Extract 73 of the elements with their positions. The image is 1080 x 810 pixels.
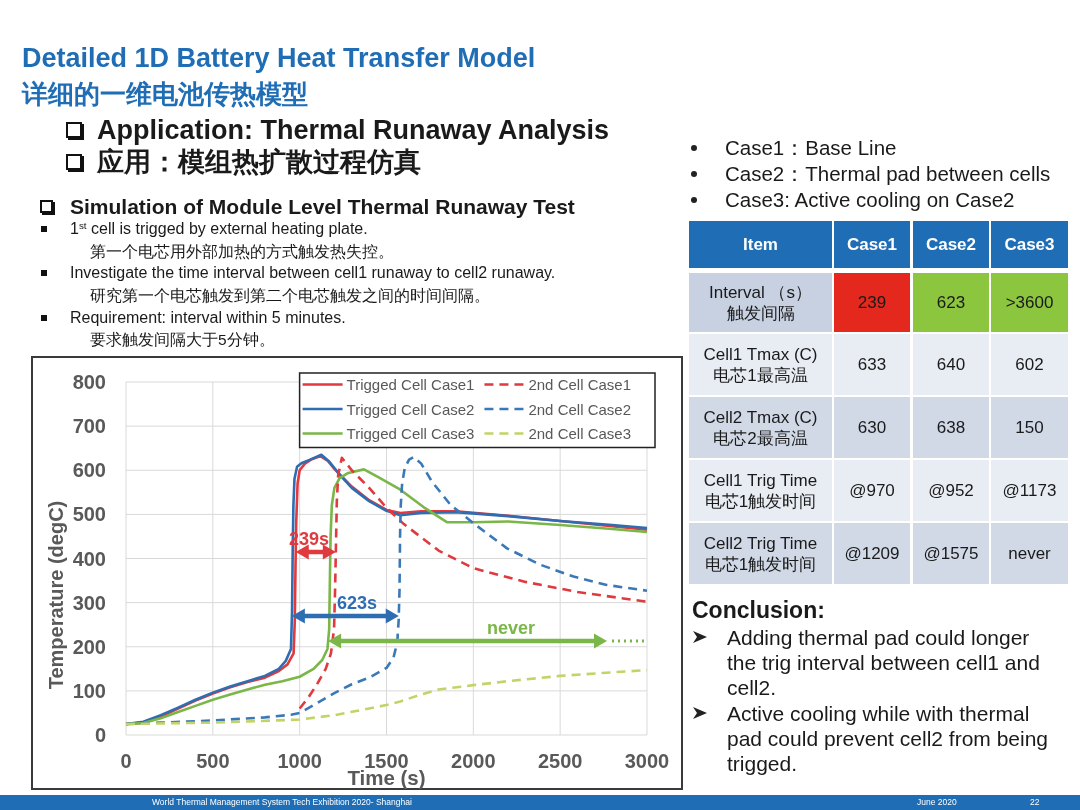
text: Cell1 Trig Time	[703, 469, 818, 491]
text: Detailed 1D Battery Heat Transfer Model	[22, 42, 536, 76]
legend-label: 2nd Cell Case2	[528, 400, 631, 418]
text: 要求触发间隔大于5分钟。	[90, 330, 275, 350]
text: Cell2 Tmax (C)	[703, 406, 818, 428]
x-tick-label: 0	[120, 750, 132, 772]
text: Case1：Base Line	[725, 135, 897, 161]
x-tick-label: 500	[196, 750, 230, 772]
text: 电芯1最高温	[713, 364, 808, 386]
text: June 2020	[917, 797, 957, 808]
text: 研究第一个电芯触发到第二个电芯触发之间的时间间隔。	[90, 286, 490, 306]
text: Interval （s）	[709, 281, 812, 303]
legend-label: Trigged Cell Case2	[346, 400, 475, 418]
text: Investigate the time interval between cell1 runaway to cell2 runaway.	[70, 263, 556, 283]
y-tick-label: 100	[72, 679, 106, 702]
text: 电芯1触发时间	[704, 490, 817, 512]
y-axis-title: Temperature (degC)	[45, 500, 67, 690]
text: Cell1 Tmax (C)	[703, 343, 818, 365]
x-tick-label: 3000	[624, 750, 670, 772]
text: Adding thermal pad could longer the trig interval between cell1 and cell2.	[727, 624, 1041, 700]
legend-label: Trigged Cell Case3	[346, 425, 475, 442]
y-tick-label: 200	[72, 635, 106, 658]
text: 150	[1015, 417, 1044, 438]
annotation: never	[486, 618, 536, 638]
text: Simulation of Module Level Thermal Runaway Test	[70, 193, 575, 220]
text: 602	[1015, 354, 1044, 375]
y-tick-label: 700	[72, 415, 106, 438]
text: 22	[1030, 797, 1040, 808]
text: 触发间隔	[726, 302, 795, 324]
y-tick-label: 600	[72, 459, 106, 482]
text: never	[1008, 543, 1051, 564]
text: Case3: Active cooling on Case2	[725, 187, 1015, 213]
annotation: 623s	[336, 593, 378, 613]
text: 第一个电芯用外部加热的方式触发热失控。	[90, 242, 394, 262]
legend-label: 2nd Cell Case1	[528, 376, 631, 393]
legend-label: 2nd Cell Case3	[528, 425, 631, 442]
y-tick-label: 300	[72, 591, 106, 614]
text: 239	[857, 292, 887, 313]
y-tick-label: 800	[72, 371, 106, 393]
text: 电芯1触发时间	[704, 553, 817, 575]
text: @970	[849, 480, 895, 501]
legend-label: Trigged Cell Case1	[346, 376, 475, 393]
x-tick-label: 2000	[451, 750, 496, 772]
text: Case1	[846, 234, 898, 255]
text: Conclusion:	[692, 595, 825, 625]
text: Active cooling while with thermal pad could prevent cell2 from being trigged.	[727, 700, 1050, 776]
text: @952	[928, 480, 974, 501]
text: 1$^{st}$ cell is trigged by external heating plate.	[70, 219, 368, 239]
text: Case3	[1004, 234, 1055, 255]
x-tick-label: 2500	[537, 750, 583, 772]
text: Case2：Thermal pad between cells	[725, 161, 1051, 187]
y-tick-label: 400	[72, 547, 106, 570]
text: Requirement: interval within 5 minutes.	[70, 308, 346, 328]
x-tick-label: 1000	[277, 750, 322, 772]
text: Application: Thermal Runaway Analysis	[97, 114, 610, 147]
text: 638	[936, 417, 966, 438]
text: 623	[936, 292, 966, 313]
y-tick-label: 0	[94, 724, 106, 746]
text: @1173	[1002, 480, 1057, 501]
text: Item	[743, 234, 778, 255]
text: @1209	[844, 543, 900, 564]
text: Cell2 Trig Time	[703, 532, 818, 554]
text: @1575	[923, 543, 979, 564]
text: 应用：模组热扩散过程仿真	[97, 146, 421, 180]
text: 电芯2最高温	[713, 427, 808, 449]
text: 640	[936, 354, 966, 375]
y-tick-label: 500	[72, 503, 106, 526]
text: 详细的一维电池传热模型	[22, 77, 308, 111]
text: 633	[857, 354, 887, 375]
text: >3600	[1005, 292, 1054, 313]
text: World Thermal Management System Tech Exhibition 2020- Shanghai	[152, 797, 412, 808]
text: 630	[857, 417, 887, 438]
text: Case2	[925, 234, 977, 255]
